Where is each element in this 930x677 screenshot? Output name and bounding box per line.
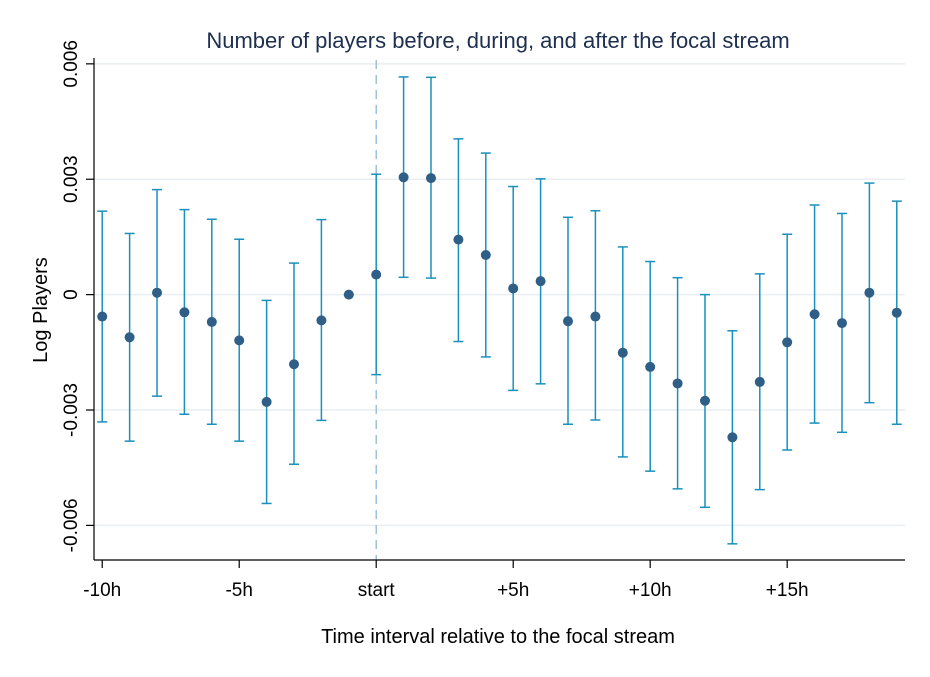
data-point (480, 250, 491, 260)
errorbar-layer (97, 76, 902, 545)
chart-title: Number of players before, during, and af… (206, 28, 789, 53)
data-point (426, 173, 437, 184)
data-point (234, 335, 245, 346)
data-point (535, 276, 546, 287)
data-point (672, 378, 683, 389)
y-tick-label: 0.006 (61, 40, 82, 88)
point-layer (97, 172, 902, 443)
y-axis-label: Log Players (30, 257, 52, 363)
data-point (645, 361, 656, 372)
data-point (97, 311, 108, 322)
y-tick-label: -0.003 (61, 383, 82, 437)
data-point (754, 376, 765, 387)
data-point (124, 332, 135, 343)
data-point (398, 172, 409, 183)
data-point (727, 432, 738, 443)
data-point (289, 359, 300, 370)
y-tick-label: 0.003 (61, 155, 82, 203)
x-axis-label: Time interval relative to the focal stre… (321, 626, 675, 648)
axes-layer (93, 58, 905, 561)
data-point (782, 337, 793, 348)
x-tick-label: -5h (225, 580, 252, 601)
data-point (261, 396, 272, 407)
x-tick-label: start (358, 580, 396, 601)
data-point (152, 287, 163, 298)
data-point (590, 311, 601, 322)
y-ticks: 0.006 0.003 0 -0.003 -0.006 (61, 40, 94, 552)
x-ticks: -10h -5h start +5h +10h +15h (83, 560, 809, 601)
data-point (343, 289, 354, 300)
y-tick-label: 0 (61, 289, 82, 300)
x-tick-label: +5h (497, 580, 529, 601)
data-point (316, 315, 327, 326)
data-point (864, 287, 875, 298)
x-tick-label: +15h (766, 580, 809, 601)
data-point (809, 309, 820, 320)
data-point (699, 395, 710, 406)
data-point (562, 316, 573, 327)
data-point (617, 347, 628, 358)
data-point (371, 269, 382, 280)
data-point (206, 316, 217, 327)
data-point (508, 283, 519, 294)
data-point (453, 234, 464, 245)
grid-layer (94, 63, 905, 527)
data-point (891, 307, 902, 318)
x-tick-label: -10h (83, 580, 121, 601)
x-tick-label: +10h (629, 580, 672, 601)
y-tick-label: -0.006 (61, 498, 82, 552)
data-point (836, 318, 847, 329)
data-point (179, 307, 190, 318)
